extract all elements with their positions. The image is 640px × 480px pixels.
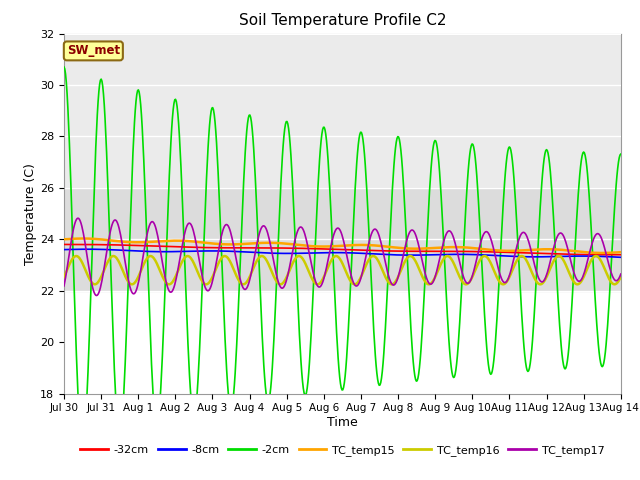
Bar: [64, 34, 621, 188]
Bar: [64, 188, 621, 291]
X-axis label: Time: Time: [327, 416, 358, 429]
Y-axis label: Temperature (C): Temperature (C): [24, 163, 37, 264]
Text: SW_met: SW_met: [67, 44, 120, 58]
Title: Soil Temperature Profile C2: Soil Temperature Profile C2: [239, 13, 446, 28]
Legend: -32cm, -8cm, -2cm, TC_temp15, TC_temp16, TC_temp17: -32cm, -8cm, -2cm, TC_temp15, TC_temp16,…: [76, 440, 609, 460]
